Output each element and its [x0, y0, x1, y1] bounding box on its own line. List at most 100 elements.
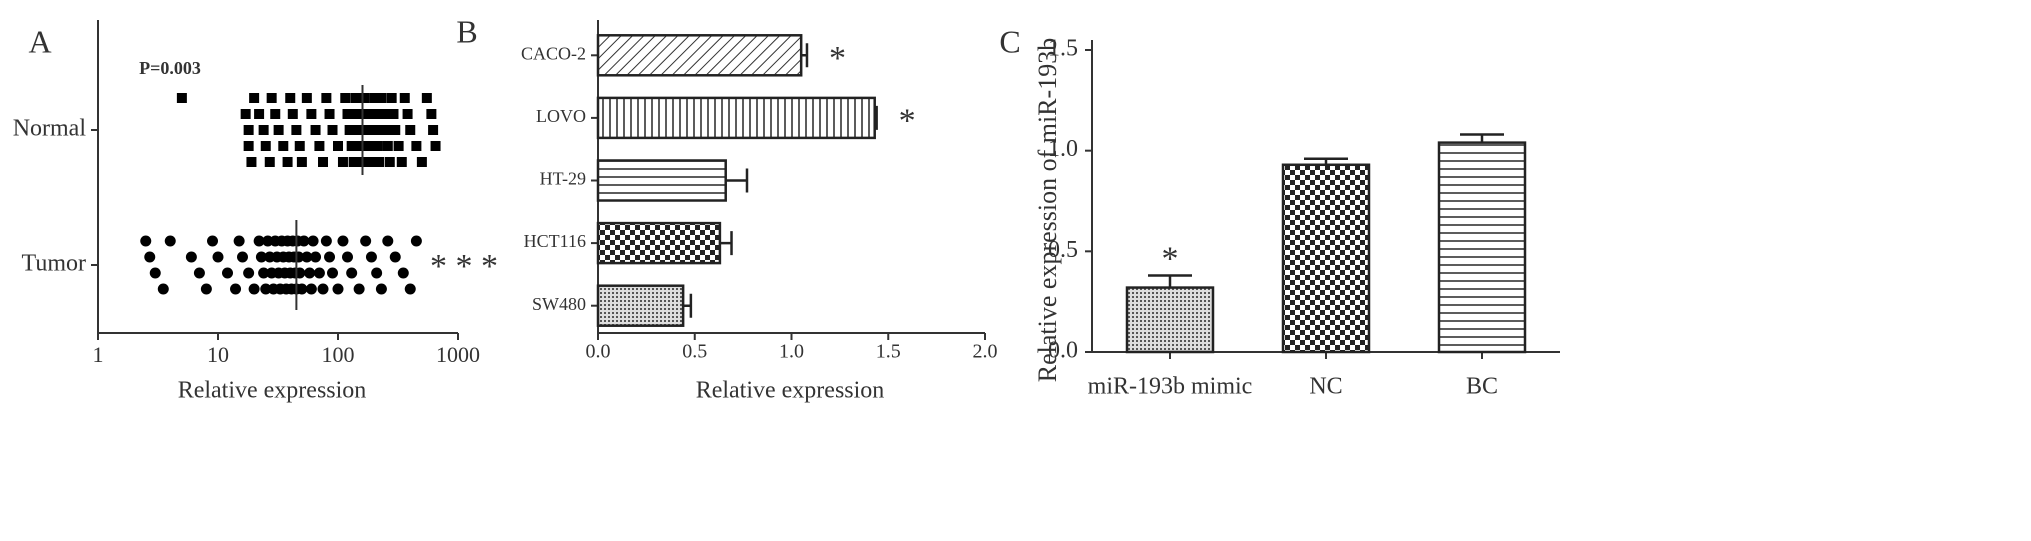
point: [140, 235, 152, 247]
point: [340, 93, 351, 103]
point: [363, 141, 374, 151]
point: [287, 109, 298, 119]
y-tick-label: 0.0: [1048, 338, 1078, 364]
point: [301, 251, 313, 263]
point: [185, 251, 197, 263]
point: [294, 141, 305, 151]
x-tick-label: 1.5: [876, 341, 901, 363]
bar: [596, 34, 803, 77]
point: [337, 235, 349, 247]
point: [389, 251, 401, 263]
point: [375, 283, 387, 295]
point: [233, 235, 245, 247]
point: [291, 125, 302, 135]
y-tick-label: HCT116: [524, 231, 586, 251]
point: [342, 109, 353, 119]
point: [318, 157, 329, 167]
x-tick-label: 100: [322, 342, 355, 367]
x-axis-label: Relative expression: [178, 378, 367, 404]
x-tick-label: 0.5: [682, 341, 707, 363]
point: [372, 141, 383, 151]
x-tick-label: 10: [207, 342, 229, 367]
bar: [596, 284, 685, 327]
error-bar: [683, 293, 693, 318]
point: [278, 141, 289, 151]
bar: [1281, 163, 1371, 354]
y-tick-label: HT-29: [540, 169, 586, 189]
point: [352, 109, 363, 119]
point: [285, 93, 296, 103]
point: [254, 109, 265, 119]
point: [222, 267, 234, 279]
point: [416, 157, 427, 167]
y-tick-label: 1.0: [1048, 136, 1078, 162]
error-bar: [874, 105, 878, 130]
point: [273, 125, 284, 135]
point: [360, 109, 371, 119]
error-bar: [801, 43, 809, 68]
point: [270, 109, 281, 119]
point: [371, 125, 382, 135]
significance: * * *: [430, 248, 498, 285]
x-tick-label: BC: [1466, 374, 1498, 400]
point: [258, 267, 270, 279]
point: [321, 93, 332, 103]
point: [282, 157, 293, 167]
bar: [596, 221, 722, 265]
point: [371, 267, 383, 279]
point: [411, 141, 422, 151]
point: [346, 267, 358, 279]
point: [353, 283, 365, 295]
point: [327, 125, 338, 135]
point: [365, 251, 377, 263]
x-tick-label: 1.0: [779, 341, 804, 363]
point: [370, 109, 381, 119]
point: [193, 267, 205, 279]
x-tick-label: miR-193b mimic: [1088, 374, 1253, 400]
point: [362, 125, 373, 135]
y-tick-label: Tumor: [22, 251, 86, 277]
point: [255, 251, 267, 263]
point: [342, 251, 354, 263]
point: [304, 267, 316, 279]
error-bar: [1148, 274, 1192, 288]
point: [333, 141, 343, 151]
point: [212, 251, 224, 263]
point: [260, 283, 272, 295]
y-tick-label: Normal: [13, 116, 87, 142]
point: [426, 109, 437, 119]
x-axis-label: Relative expression: [696, 378, 885, 404]
point: [337, 157, 348, 167]
point: [397, 267, 409, 279]
x-tick-label: 1000: [436, 342, 480, 367]
error-bar: [1460, 133, 1504, 143]
point: [307, 235, 319, 247]
y-axis-label: Relative expression of miR-193b: [1033, 38, 1062, 382]
y-tick-label: CACO-2: [521, 43, 586, 63]
x-tick-label: 0.0: [586, 341, 611, 363]
bar: [596, 96, 876, 140]
point: [374, 157, 385, 167]
point: [405, 125, 416, 135]
point: [298, 235, 310, 247]
x-tick-label: 2.0: [973, 341, 998, 363]
point: [253, 235, 265, 247]
point: [200, 283, 212, 295]
point: [402, 109, 413, 119]
point: [236, 251, 248, 263]
point: [149, 267, 161, 279]
point: [314, 141, 325, 151]
point: [399, 93, 410, 103]
point: [386, 93, 397, 103]
point: [346, 141, 357, 151]
point: [207, 235, 219, 247]
point: [264, 157, 275, 167]
x-tick-label: 1: [93, 342, 104, 367]
y-tick-label: SW480: [532, 294, 586, 314]
point: [378, 109, 389, 119]
point: [366, 157, 377, 167]
error-bar: [719, 231, 733, 256]
bar: [596, 159, 727, 202]
point: [164, 235, 176, 247]
error-bar: [725, 168, 749, 193]
